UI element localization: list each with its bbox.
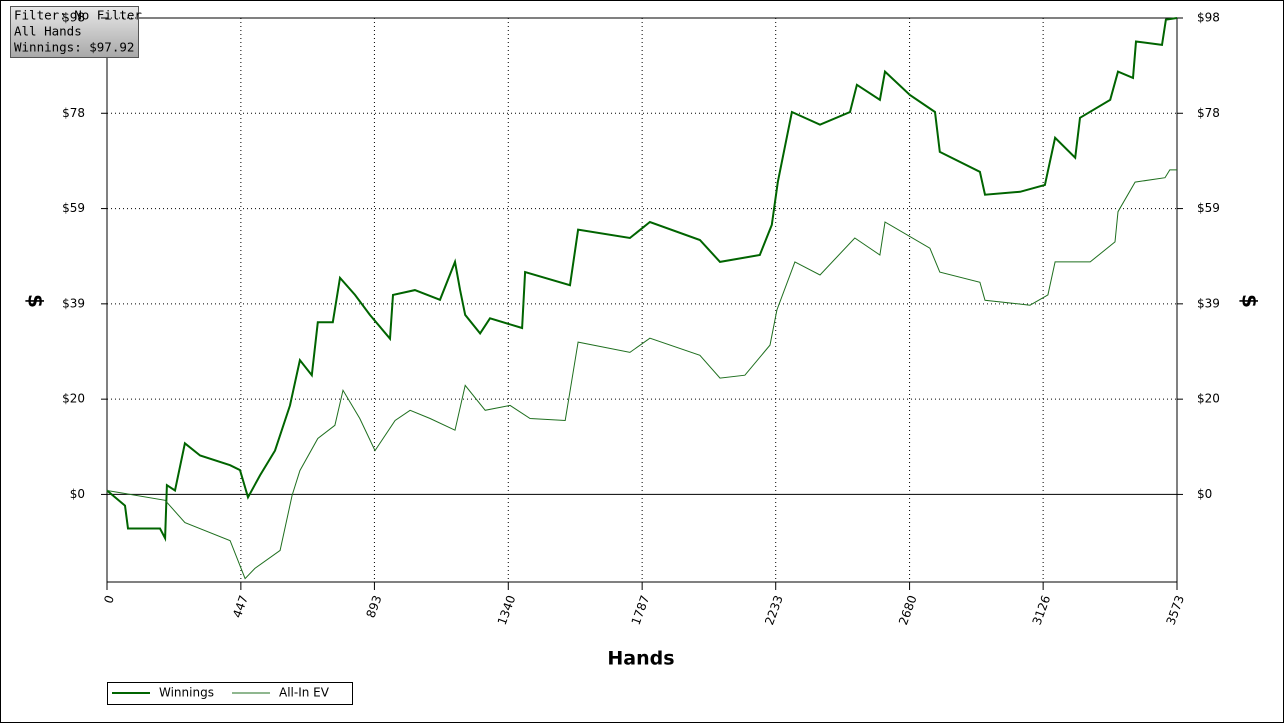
y-axis-label: $ xyxy=(24,294,48,308)
y2-tick-label: $20 xyxy=(1197,392,1220,406)
series-line xyxy=(106,169,1177,580)
legend-label: Winnings xyxy=(159,686,214,700)
info-line: Winnings: $97.92 xyxy=(14,40,134,55)
series-line xyxy=(106,17,1178,543)
y-tick-label: $39 xyxy=(62,296,85,310)
info-line: Filter: No Filter xyxy=(14,8,142,23)
info-box xyxy=(10,6,139,58)
y-tick-label: $20 xyxy=(62,392,85,406)
legend xyxy=(107,682,353,705)
y2-tick-label: $78 xyxy=(1197,106,1220,120)
y2-tick-label: $98 xyxy=(1197,11,1220,25)
y-tick-label: $59 xyxy=(62,201,85,215)
y-tick-label: $78 xyxy=(62,106,85,120)
y2-tick-label: $59 xyxy=(1197,201,1220,215)
info-line: All Hands xyxy=(14,24,82,39)
y2-axis-label: $ xyxy=(1238,294,1262,308)
y-tick-label: $98 xyxy=(62,11,85,25)
y2-tick-label: $0 xyxy=(1197,487,1212,501)
y-tick-label: $0 xyxy=(70,487,85,501)
x-axis-label: Hands xyxy=(607,648,674,670)
legend-label: All-In EV xyxy=(279,686,330,700)
x-tick-label: 0 xyxy=(101,593,117,605)
y2-tick-label: $39 xyxy=(1197,296,1220,310)
